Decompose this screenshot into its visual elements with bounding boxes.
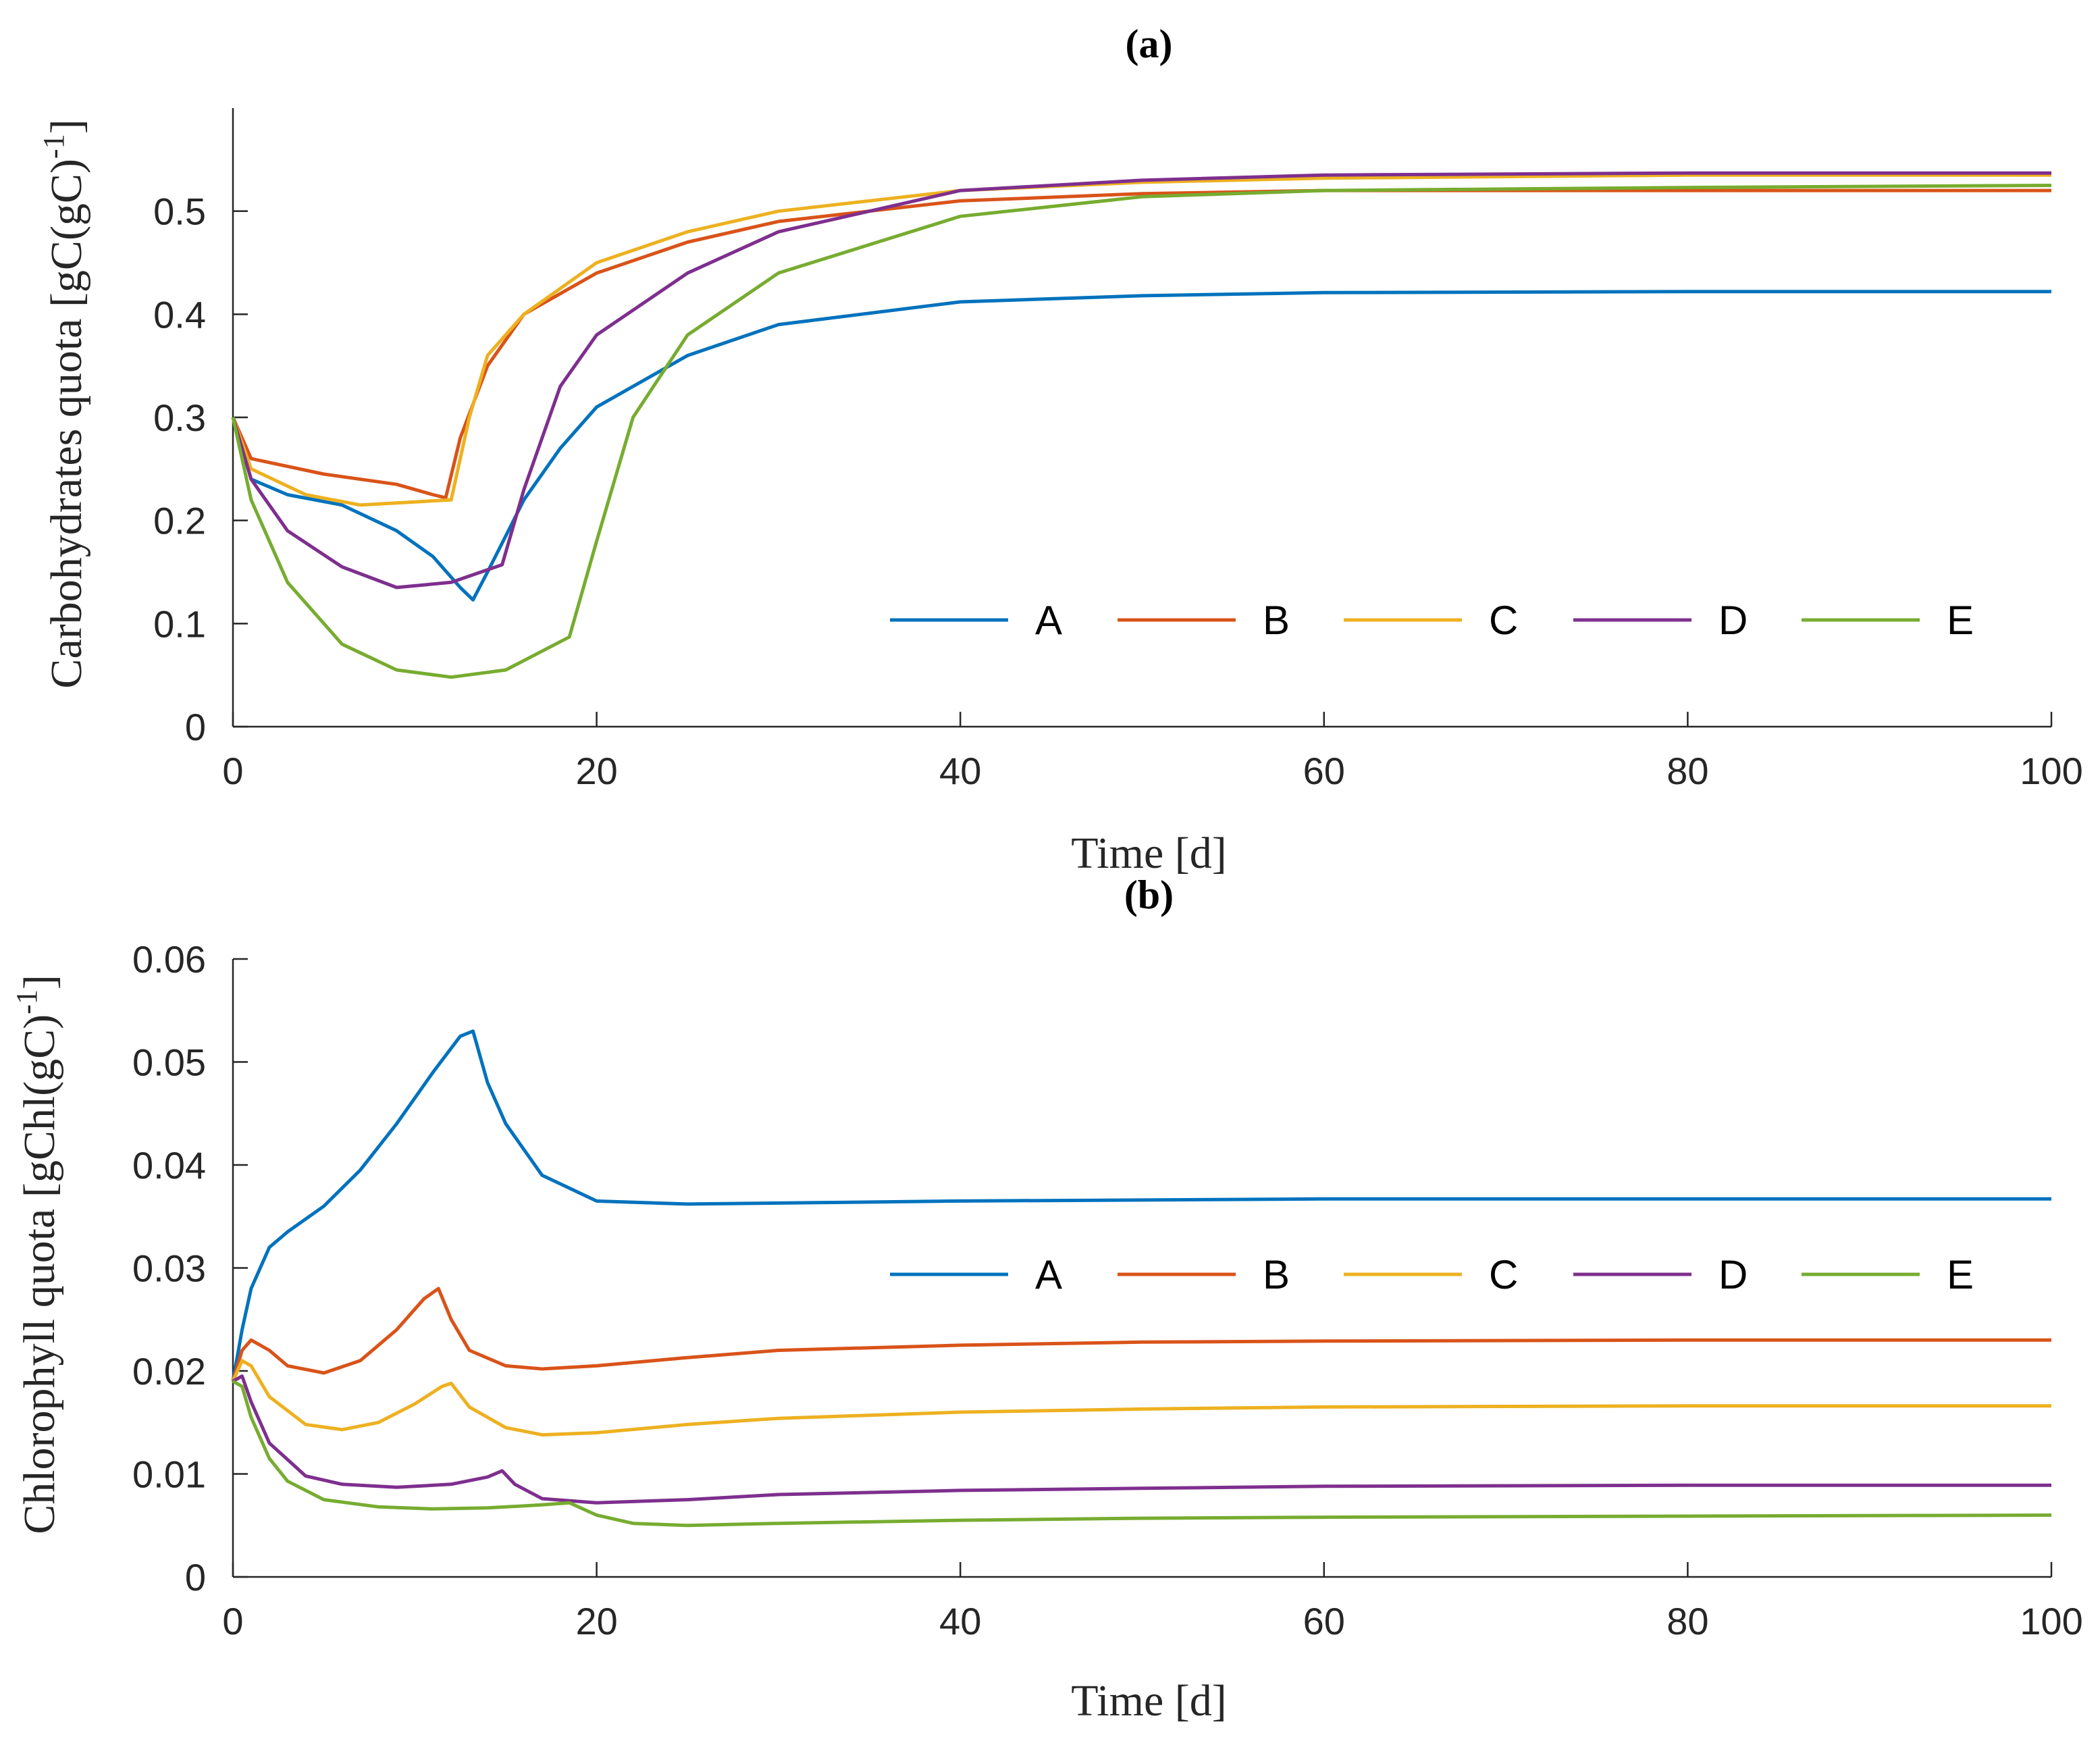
y-tick-label: 0.02 — [132, 1350, 206, 1393]
y-tick-label: 0.3 — [153, 396, 206, 439]
y-axis-label-main: Carbohydrates quota [gC(gC) — [42, 159, 91, 689]
series-line-B — [231, 1287, 2051, 1382]
legend-label-E: E — [1947, 1252, 1974, 1297]
legend-label-C: C — [1489, 598, 1518, 643]
y-tick-label: 0 — [185, 706, 206, 748]
x-tick-label: 0 — [222, 750, 243, 792]
y-tick-label: 0.1 — [153, 602, 206, 645]
chart-title: (a) — [1126, 22, 1173, 66]
panel-b: 0 20 40 60 80 100 0 0.01 0.02 0.03 0.04 0.05 0.06 A B C… — [10, 873, 2083, 1725]
y-tick-label: 0.05 — [132, 1041, 206, 1084]
series-line-D — [231, 171, 2051, 590]
x-tick-label: 0 — [222, 1600, 243, 1642]
legend-label-E: E — [1947, 598, 1974, 643]
x-tick-label: 80 — [1666, 750, 1708, 792]
y-tick-label: 0.5 — [153, 190, 206, 233]
y-axis-label: Chlorophyll quota [gChl(gC)-1] — [10, 975, 64, 1534]
y-axis-label: Carbohydrates quota [gC(gC)-1] — [37, 119, 91, 688]
series-line-E — [232, 1380, 2052, 1528]
x-tick-label: 20 — [575, 750, 617, 792]
legend-label-B: B — [1263, 598, 1290, 643]
series-line-A — [231, 1029, 2051, 1382]
x-tick-label: 100 — [2020, 750, 2082, 792]
y-tick-label: 0.03 — [132, 1247, 206, 1290]
legend-label-C: C — [1489, 1252, 1518, 1297]
legend-label-D: D — [1718, 1252, 1748, 1297]
y-tick-label: 0.2 — [153, 500, 206, 542]
x-axis-label: Time [d] — [1071, 829, 1226, 878]
y-tick-label: 0.04 — [132, 1144, 206, 1187]
x-tick-label: 40 — [939, 1600, 981, 1642]
x-axis-label: Time [d] — [1071, 1676, 1226, 1725]
series-line-B — [231, 188, 2051, 500]
legend-label-A: A — [1035, 598, 1062, 643]
legend: A B C D E — [890, 1252, 1974, 1297]
x-tick-label: 60 — [1303, 750, 1345, 792]
x-tick-label: 100 — [2020, 1600, 2082, 1642]
series-line-C — [231, 173, 2051, 507]
x-tick-label: 80 — [1666, 1600, 1708, 1642]
y-tick-label: 0.01 — [132, 1453, 206, 1496]
y-tick-label: 0.4 — [153, 293, 206, 336]
y-axis-label-sup: -1 — [10, 989, 43, 1014]
chart-title: (b) — [1124, 873, 1174, 917]
series-line-D — [232, 1374, 2051, 1505]
legend-label-D: D — [1718, 598, 1748, 643]
x-tick-label: 60 — [1303, 1600, 1345, 1642]
x-tick-label: 40 — [939, 750, 981, 792]
legend-label-A: A — [1035, 1252, 1062, 1297]
y-tick-label: 0.06 — [132, 938, 206, 981]
y-axis-label-sup: -1 — [37, 134, 70, 159]
series-line-C — [231, 1359, 2051, 1437]
x-tick-label: 20 — [575, 1600, 617, 1642]
y-axis-label-end: ] — [15, 975, 64, 989]
series-line-E — [231, 184, 2052, 679]
y-axis-label-main: Chlorophyll quota [gChl(gC) — [15, 1014, 64, 1534]
legend: A B C D E — [890, 598, 1974, 643]
y-tick-label: 0 — [185, 1556, 206, 1599]
panel-a: 0 20 40 60 80 100 0 0.1 0.2 0.3 0.4 0.5 A B C D E (a) Time… — [37, 22, 2083, 878]
legend-label-B: B — [1263, 1252, 1290, 1297]
y-axis-label-end: ] — [42, 119, 91, 134]
